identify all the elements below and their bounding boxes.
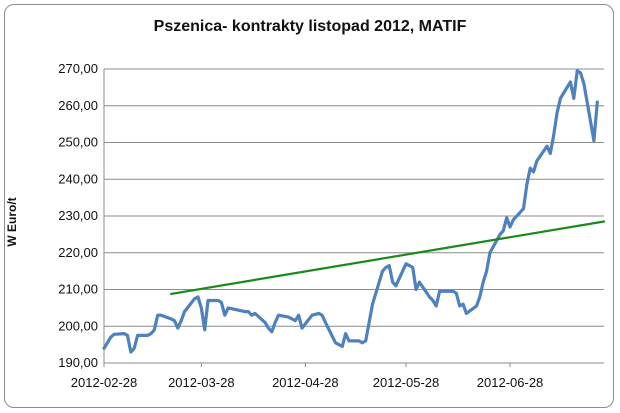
grid-lines — [103, 68, 604, 364]
y-tick-label: 190,00 — [58, 355, 98, 370]
y-tick-labels: 190,00 200,00 210,00 220,00 230,00 240,00 250,… — [58, 61, 98, 370]
y-tick-label: 230,00 — [58, 208, 98, 223]
y-tick-label: 200,00 — [58, 318, 98, 333]
y-tick-label: 220,00 — [58, 245, 98, 260]
x-tick-label: 2012-02-28 — [71, 375, 138, 390]
x-tick-label: 2012-04-28 — [272, 375, 339, 390]
chart-title: Pszenica- kontrakty listopad 2012, MATIF — [153, 18, 467, 35]
x-tick-labels: 2012-02-28 2012-03-28 2012-04-28 2012-05-28… — [71, 363, 544, 390]
price-series-line — [102, 69, 599, 354]
x-tick-label: 2012-03-28 — [168, 375, 235, 390]
y-tick-label: 250,00 — [58, 135, 98, 150]
chart-frame — [4, 4, 614, 408]
y-tick-label: 260,00 — [58, 98, 98, 113]
x-tick-label: 2012-06-28 — [477, 375, 544, 390]
y-tick-label: 270,00 — [58, 61, 98, 76]
y-tick-label: 240,00 — [58, 171, 98, 186]
trend-line — [170, 220, 606, 295]
x-tick-label: 2012-05-28 — [373, 375, 440, 390]
series-lines — [102, 69, 606, 354]
y-tick-label: 210,00 — [58, 282, 98, 297]
